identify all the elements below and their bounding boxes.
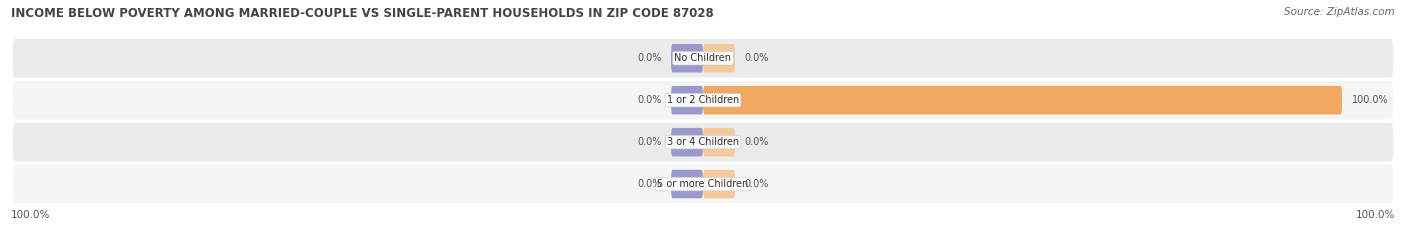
Text: 1 or 2 Children: 1 or 2 Children xyxy=(666,95,740,105)
FancyBboxPatch shape xyxy=(671,170,703,198)
FancyBboxPatch shape xyxy=(671,44,703,72)
Text: 100.0%: 100.0% xyxy=(1351,95,1388,105)
Text: 100.0%: 100.0% xyxy=(11,210,51,220)
Text: 0.0%: 0.0% xyxy=(745,179,769,189)
FancyBboxPatch shape xyxy=(671,128,703,156)
Text: Source: ZipAtlas.com: Source: ZipAtlas.com xyxy=(1284,7,1395,17)
FancyBboxPatch shape xyxy=(13,39,1393,78)
Text: 3 or 4 Children: 3 or 4 Children xyxy=(666,137,740,147)
Text: 0.0%: 0.0% xyxy=(637,53,661,63)
FancyBboxPatch shape xyxy=(671,86,703,114)
Text: No Children: No Children xyxy=(675,53,731,63)
Text: 0.0%: 0.0% xyxy=(637,137,661,147)
Text: 5 or more Children: 5 or more Children xyxy=(658,179,748,189)
FancyBboxPatch shape xyxy=(703,86,1343,114)
FancyBboxPatch shape xyxy=(13,165,1393,203)
Text: 0.0%: 0.0% xyxy=(745,137,769,147)
FancyBboxPatch shape xyxy=(13,81,1393,120)
FancyBboxPatch shape xyxy=(703,128,735,156)
FancyBboxPatch shape xyxy=(703,170,735,198)
Text: 0.0%: 0.0% xyxy=(637,95,661,105)
FancyBboxPatch shape xyxy=(703,44,735,72)
Text: 0.0%: 0.0% xyxy=(745,53,769,63)
Text: 0.0%: 0.0% xyxy=(637,179,661,189)
FancyBboxPatch shape xyxy=(13,123,1393,161)
Text: 100.0%: 100.0% xyxy=(1355,210,1395,220)
Text: INCOME BELOW POVERTY AMONG MARRIED-COUPLE VS SINGLE-PARENT HOUSEHOLDS IN ZIP COD: INCOME BELOW POVERTY AMONG MARRIED-COUPL… xyxy=(11,7,714,20)
